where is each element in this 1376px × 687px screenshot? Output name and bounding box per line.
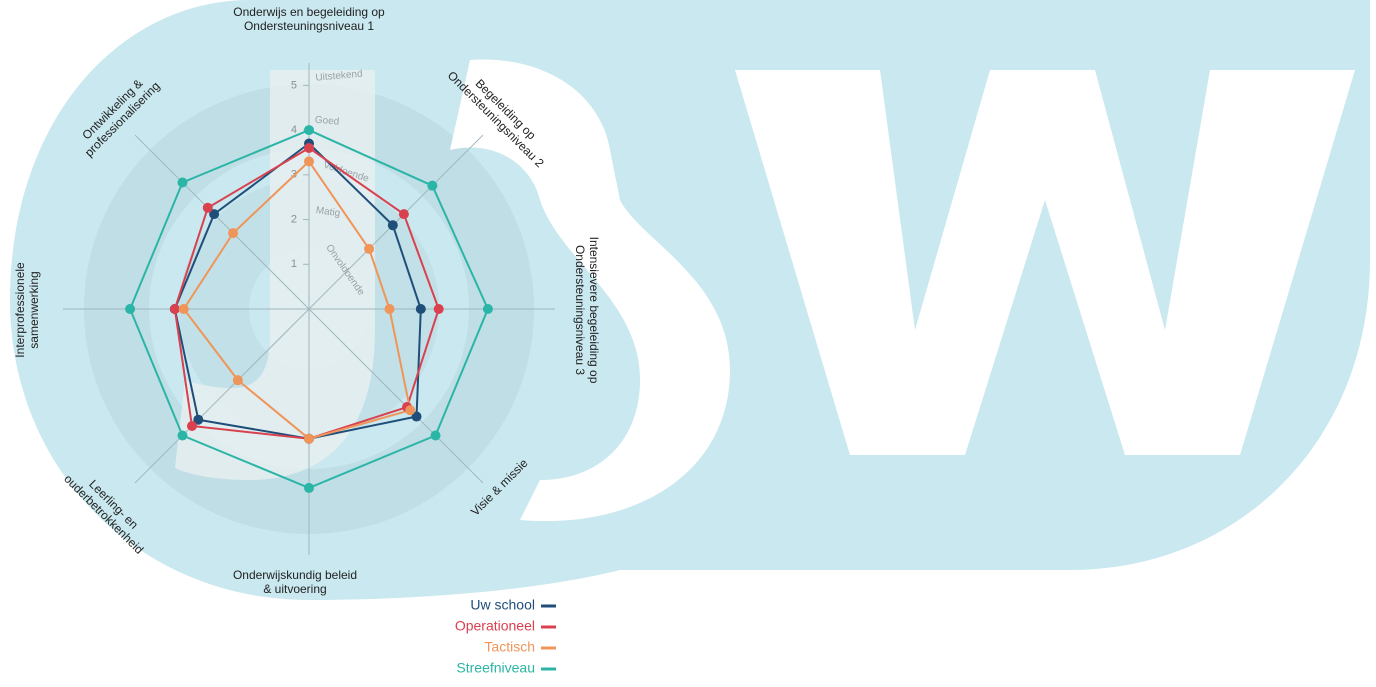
data-point xyxy=(416,304,426,314)
data-point xyxy=(304,156,314,166)
legend: Uw school Operationeel Tactisch Streefnivea… xyxy=(455,597,556,676)
axis-label-line: Ondersteuningsniveau 1 xyxy=(244,19,374,33)
axis-label-line: Onderwijs en begeleiding op xyxy=(233,5,385,19)
axis-label-line: & uitvoering xyxy=(263,582,326,596)
legend-label: Tactisch xyxy=(484,639,535,655)
data-point xyxy=(177,431,187,441)
data-point xyxy=(125,304,135,314)
data-point xyxy=(304,434,314,444)
chart: 12345OnvoldoendeMatigVoldoendeGoedUitste… xyxy=(0,0,1376,687)
data-point xyxy=(179,304,189,314)
legend-label: Operationeel xyxy=(455,618,535,634)
data-point xyxy=(364,244,374,254)
r-tick-label: 4 xyxy=(291,124,297,136)
data-point xyxy=(483,304,493,314)
data-point xyxy=(388,220,398,230)
legend-label: Streefniveau xyxy=(456,660,535,676)
background-logo xyxy=(10,0,1370,600)
axis-label-line: Onderwijskundig beleid xyxy=(233,568,357,582)
data-point xyxy=(203,203,213,213)
level-label: Goed xyxy=(314,115,339,128)
legend-label: Uw school xyxy=(470,597,535,613)
r-tick-label: 5 xyxy=(291,79,297,91)
axis-label: Interprofessionelesamenwerking xyxy=(13,262,41,358)
data-point xyxy=(434,304,444,314)
r-tick-label: 2 xyxy=(291,213,297,225)
data-point xyxy=(228,228,238,238)
r-tick-label: 1 xyxy=(291,258,297,270)
data-point xyxy=(399,209,409,219)
axis-label-line: samenwerking xyxy=(27,271,41,348)
axis-label-line: Intensievere begeleiding op xyxy=(587,237,601,384)
data-point xyxy=(304,483,314,493)
axis-label: Intensievere begeleiding opOndersteuning… xyxy=(573,237,601,384)
data-point xyxy=(405,405,415,415)
data-point xyxy=(385,304,395,314)
data-point xyxy=(233,375,243,385)
axis-label-line: Interprofessionele xyxy=(13,262,27,358)
data-point xyxy=(170,304,180,314)
data-point xyxy=(431,431,441,441)
data-point xyxy=(304,143,314,153)
data-point xyxy=(177,177,187,187)
data-point xyxy=(304,125,314,135)
data-point xyxy=(427,181,437,191)
data-point xyxy=(187,421,197,431)
axis-label-line: Ondersteuningsniveau 3 xyxy=(573,245,587,375)
